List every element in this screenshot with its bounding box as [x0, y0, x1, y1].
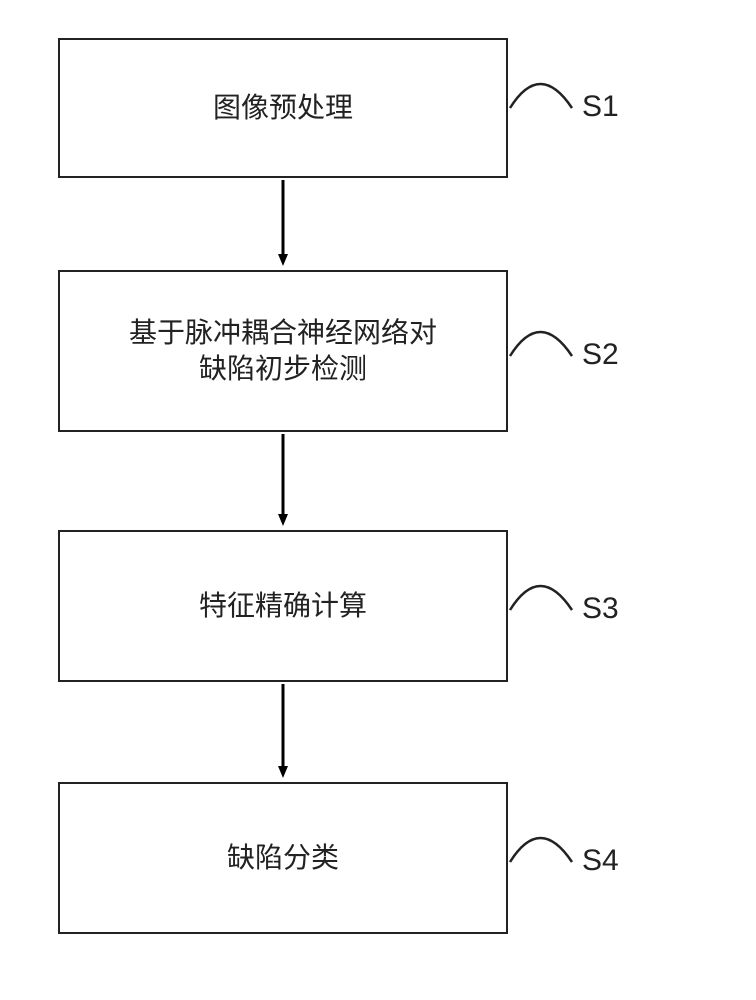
flow-node-s1: 图像预处理 [58, 38, 508, 178]
step-label-s3: S3 [582, 592, 619, 626]
step-label-s1: S1 [582, 90, 619, 124]
step-label-s4: S4 [582, 844, 619, 878]
flow-node-s1-text: 图像预处理 [213, 90, 353, 126]
label-connector-s4 [510, 838, 572, 862]
label-connector-s1 [510, 84, 572, 108]
flow-node-s4-text: 缺陷分类 [227, 840, 339, 876]
step-label-s2: S2 [582, 338, 619, 372]
flow-node-s3: 特征精确计算 [58, 530, 508, 682]
flowchart-canvas: 图像预处理 S1 基于脉冲耦合神经网络对 缺陷初步检测 S2 特征精确计算 S3… [0, 0, 756, 1000]
flow-node-s2: 基于脉冲耦合神经网络对 缺陷初步检测 [58, 270, 508, 432]
flow-node-s2-text: 基于脉冲耦合神经网络对 缺陷初步检测 [129, 315, 437, 388]
label-connector-s3 [510, 586, 572, 610]
flow-node-s3-text: 特征精确计算 [199, 588, 367, 624]
label-connector-s2 [510, 332, 572, 356]
flow-node-s4: 缺陷分类 [58, 782, 508, 934]
